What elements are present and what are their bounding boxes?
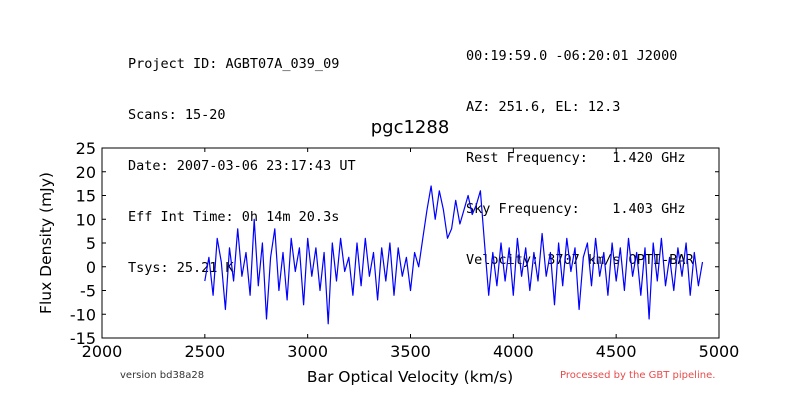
version-label: version bd38a28 xyxy=(120,370,205,381)
rest-frequency: Rest Frequency: 1.420 GHz xyxy=(466,150,686,166)
spectrum-line-0 xyxy=(204,185,704,325)
y-axis-label: Flux Density (mJy) xyxy=(37,172,55,314)
eff-int-time: Eff Int Time: 0h 14m 20.3s xyxy=(128,209,340,225)
az-el: AZ: 251.6, EL: 12.3 xyxy=(466,99,621,115)
x-axis-label: Bar Optical Velocity (km/s) xyxy=(307,368,513,386)
plot-area xyxy=(204,185,704,325)
scans: Scans: 15-20 xyxy=(128,107,226,123)
x-tick-label-3: 3500 xyxy=(390,342,431,361)
x-tick-label-5: 4500 xyxy=(596,342,637,361)
y-tick-label-5: 10 xyxy=(76,210,96,229)
y-tick-label-1: -10 xyxy=(70,305,96,324)
chart-title: pgc1288 xyxy=(371,117,450,138)
x-tick-label-2: 3000 xyxy=(287,342,328,361)
x-tick-label-4: 4000 xyxy=(493,342,534,361)
header-left-info: Project ID: AGBT07A_039_09 Scans: 15-20 … xyxy=(128,22,356,294)
x-tick-label-0: 2000 xyxy=(82,342,123,361)
y-tick-label-2: -5 xyxy=(80,282,96,301)
x-tick-label-1: 2500 xyxy=(184,342,225,361)
y-tick-label-8: 25 xyxy=(76,139,96,158)
pipeline-label: Processed by the GBT pipeline. xyxy=(560,370,716,381)
header-right-info: 00:19:59.0 -06:20:01 J2000 AZ: 251.6, EL… xyxy=(466,14,694,286)
x-tick-label-6: 5000 xyxy=(699,342,740,361)
coordinates: 00:19:59.0 -06:20:01 J2000 xyxy=(466,48,678,64)
plot-frame xyxy=(101,147,720,339)
date: Date: 2007-03-06 23:17:43 UT xyxy=(128,158,356,174)
project-id: Project ID: AGBT07A_039_09 xyxy=(128,56,340,72)
axes: 2000 2500 3000 3500 4000 4500 5000 -15 -10 -5 0 5 10… xyxy=(70,139,740,361)
y-tick-label-7: 20 xyxy=(76,163,96,182)
y-tick-label-6: 15 xyxy=(76,187,96,206)
y-tick-label-3: 0 xyxy=(86,258,96,277)
y-tick-label-4: 5 xyxy=(86,234,96,253)
y-tick-label-0: -15 xyxy=(70,329,96,348)
